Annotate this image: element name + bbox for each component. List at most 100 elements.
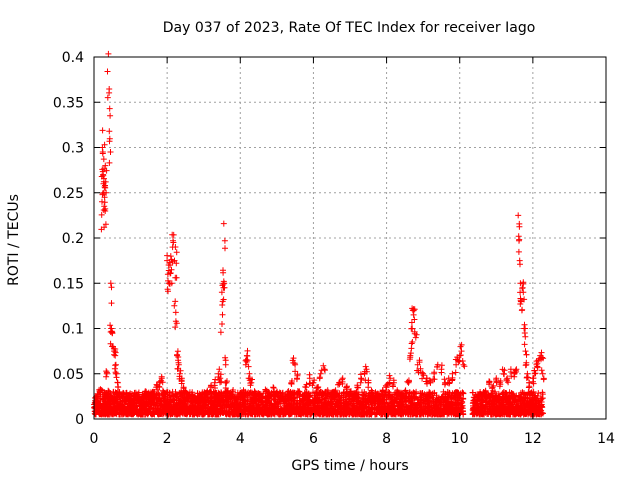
data-point (207, 388, 213, 395)
data-point (101, 408, 108, 415)
data-point (413, 331, 420, 338)
data-point (491, 401, 498, 408)
data-point (111, 365, 118, 372)
data-point (167, 270, 174, 276)
data-point (386, 400, 393, 407)
data-point (424, 395, 431, 402)
data-point (409, 339, 416, 345)
data-point (481, 408, 488, 415)
data-point (532, 370, 539, 377)
data-point (106, 128, 113, 135)
data-point (426, 407, 433, 414)
data-point (328, 411, 335, 418)
data-point (323, 407, 330, 414)
data-point (398, 411, 405, 418)
data-point (502, 390, 509, 396)
data-point (509, 394, 516, 401)
data-point (262, 409, 268, 416)
data-point (213, 411, 220, 418)
data-point (130, 393, 137, 400)
data-point (379, 405, 385, 412)
data-point (523, 359, 530, 366)
data-point (166, 404, 173, 411)
data-point (302, 401, 308, 408)
data-point (128, 400, 135, 406)
data-point (120, 405, 127, 412)
data-point (460, 395, 467, 402)
data-point (211, 402, 218, 409)
data-point (516, 396, 523, 403)
data-point (433, 402, 440, 409)
data-point (172, 244, 179, 250)
data-point (98, 403, 105, 410)
data-point (217, 329, 224, 336)
data-point (357, 379, 364, 386)
data-point (112, 349, 119, 356)
data-point (233, 400, 240, 407)
data-point (148, 396, 155, 403)
data-point (142, 402, 149, 409)
data-point (481, 392, 488, 398)
data-point (251, 410, 258, 417)
data-point (332, 387, 339, 394)
data-point (495, 393, 502, 400)
data-point (177, 367, 184, 374)
data-point (258, 399, 265, 406)
data-point (416, 411, 423, 418)
data-point (101, 203, 108, 210)
data-point (154, 410, 161, 417)
data-point (367, 410, 374, 417)
data-point (222, 354, 229, 361)
data-point (321, 366, 328, 373)
data-point (124, 403, 131, 410)
data-point (141, 392, 148, 399)
data-point (402, 398, 409, 405)
x-tick-label: 10 (451, 431, 469, 447)
x-tick-label: 14 (597, 431, 615, 447)
data-point (190, 409, 197, 416)
x-tick-label: 2 (163, 431, 172, 447)
data-point (272, 407, 279, 414)
data-point (168, 266, 175, 273)
data-point (182, 388, 189, 394)
data-point (316, 375, 323, 382)
data-point (350, 391, 357, 398)
data-point (414, 367, 421, 374)
data-point (155, 394, 162, 401)
data-point (147, 410, 154, 417)
data-point (382, 382, 389, 389)
data-point (294, 389, 301, 396)
data-point (486, 378, 493, 385)
data-point (251, 404, 257, 411)
data-point (538, 399, 545, 405)
data-point (103, 373, 110, 380)
data-point (408, 340, 415, 347)
data-point (263, 387, 270, 394)
data-point (233, 406, 240, 413)
data-point (461, 363, 468, 370)
data-point (178, 380, 185, 387)
data-point (360, 405, 367, 412)
data-point (172, 298, 179, 305)
data-point (538, 349, 545, 356)
data-point (354, 406, 361, 413)
data-point (307, 407, 314, 414)
data-point (157, 399, 164, 406)
data-point (318, 400, 325, 407)
data-point (106, 138, 113, 145)
data-point (138, 398, 145, 405)
data-point (339, 378, 346, 385)
data-point (361, 411, 368, 418)
data-point (255, 401, 262, 408)
data-point (419, 390, 426, 396)
data-point (236, 411, 243, 417)
chart-title: Day 037 of 2023, Rate Of TEC Index for r… (163, 20, 536, 36)
data-point (358, 376, 365, 383)
data-point (109, 394, 116, 401)
y-tick-label: 0 (75, 412, 84, 428)
data-point (307, 399, 314, 405)
data-point (535, 390, 542, 397)
data-point (534, 364, 541, 371)
